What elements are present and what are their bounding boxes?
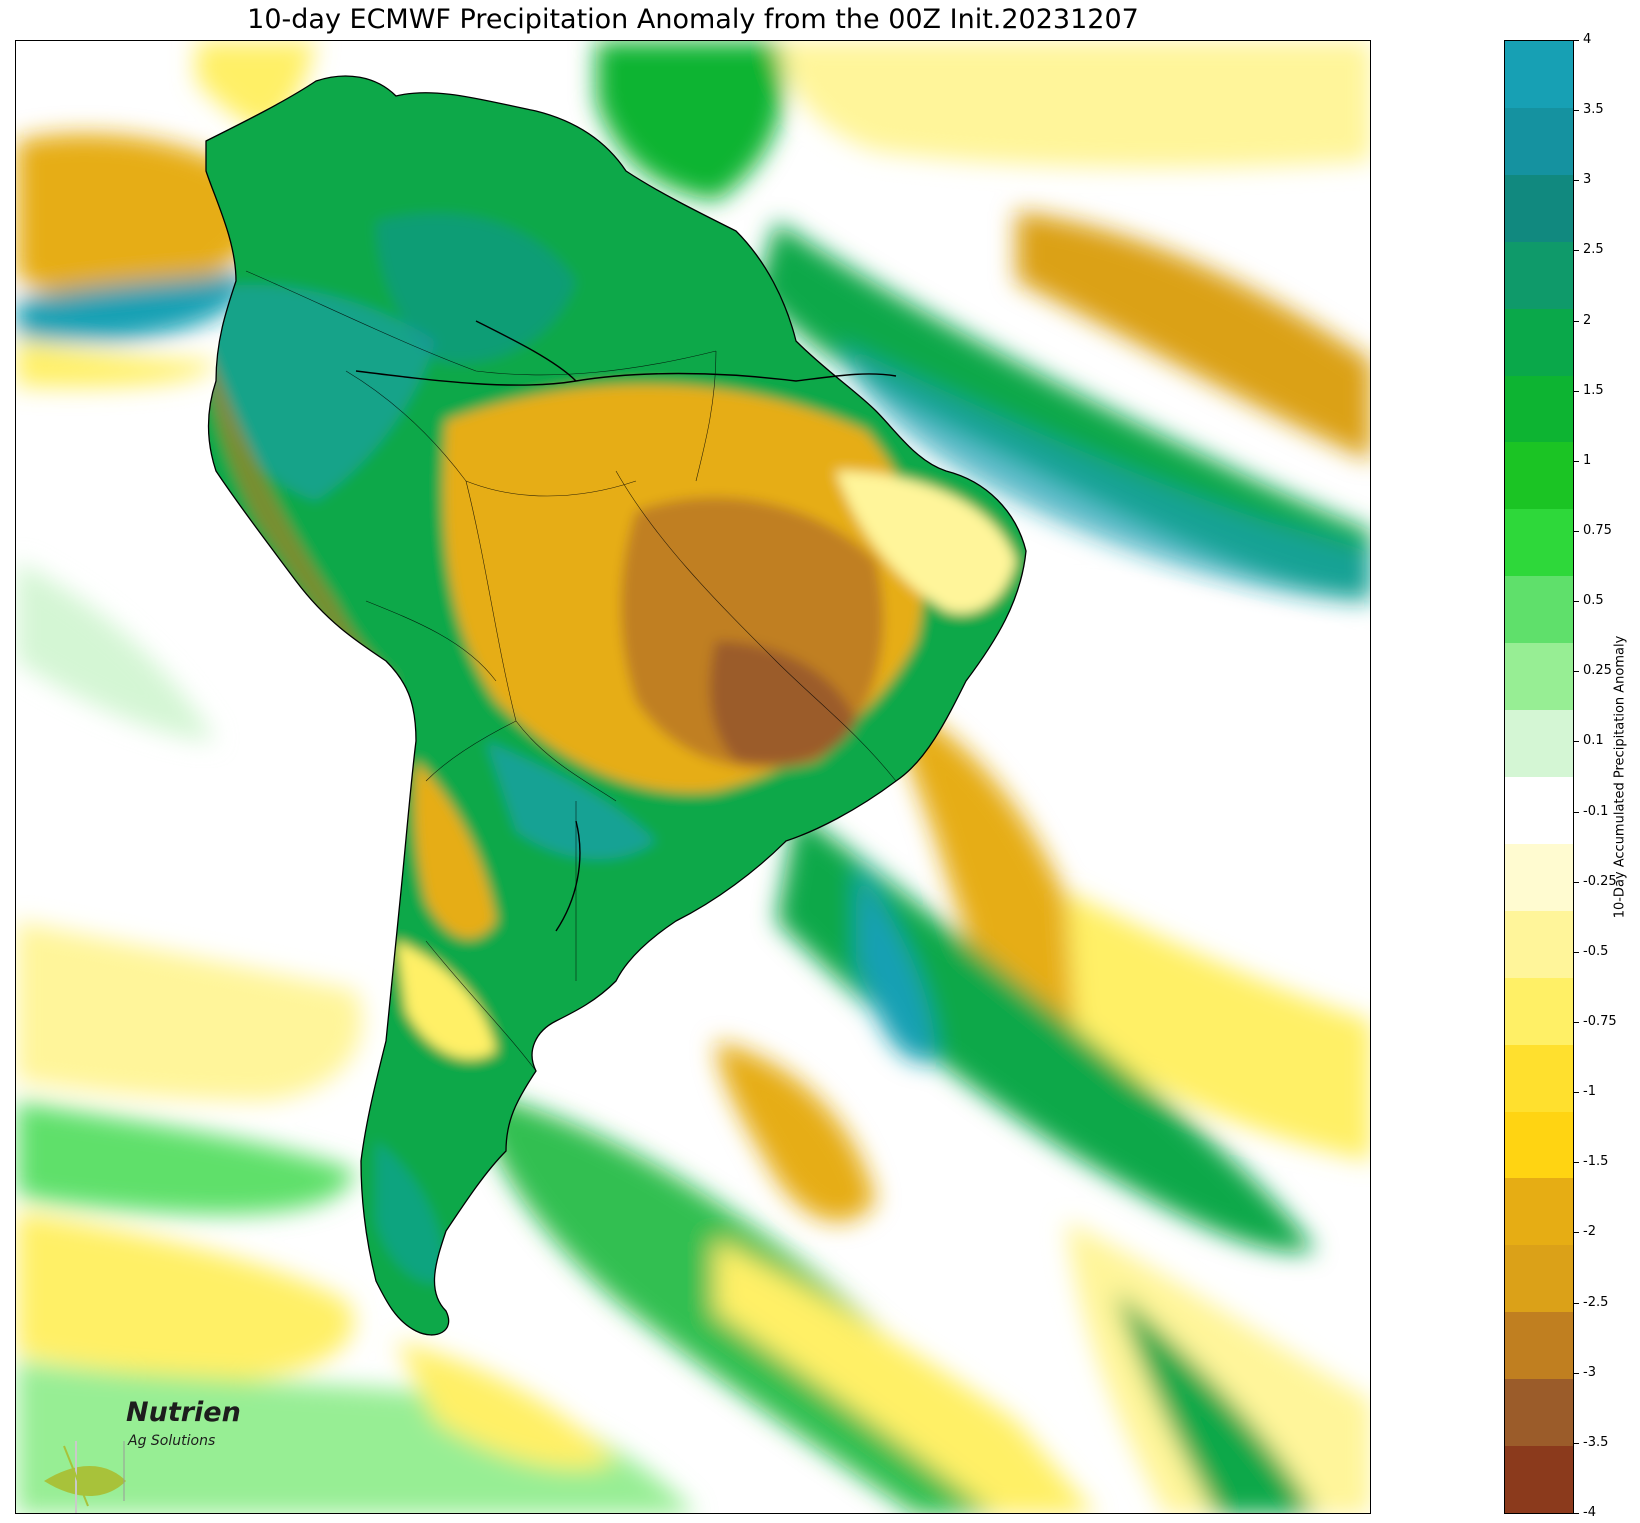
- colorbar-segment: [1505, 41, 1573, 108]
- colorbar-segment: [1505, 1446, 1573, 1513]
- colorbar-segment: [1505, 910, 1573, 978]
- colorbar-segment: [1505, 843, 1573, 911]
- colorbar-tick-label: 2.5: [1583, 242, 1604, 258]
- colorbar-segment: [1505, 241, 1573, 309]
- colorbar-segment: [1505, 1044, 1573, 1112]
- colorbar-tick-label: 0.1: [1583, 733, 1604, 749]
- colorbar-tick-label: -1.5: [1583, 1154, 1609, 1170]
- colorbar-tick-label: 2: [1583, 312, 1592, 328]
- colorbar-tick-label: 1: [1583, 452, 1592, 468]
- colorbar-tick-label: 3: [1583, 172, 1592, 188]
- colorbar-segment: [1505, 442, 1573, 510]
- colorbar-segment: [1505, 107, 1573, 175]
- colorbar-segment: [1505, 776, 1573, 844]
- colorbar-ticks: 4 3.5 3 2.5 2 1.5 1 0.75 0.5 0.25 0.1 -0.1 -0.25 -0.5…: [1574, 32, 1624, 1520]
- colorbar-segment: [1505, 1379, 1573, 1447]
- colorbar-tick-label: -0.75: [1583, 1014, 1617, 1029]
- colorbar-tick-label: 4: [1583, 32, 1592, 47]
- colorbar-segment: [1505, 576, 1573, 644]
- logo-subtitle: Ag Solutions: [128, 1433, 216, 1449]
- colorbar-segment: [1505, 1245, 1573, 1313]
- map-panel: [15, 40, 1371, 1514]
- colorbar-segment: [1505, 1178, 1573, 1246]
- nutrien-leaf-icon: [44, 1441, 126, 1513]
- colorbar-tick-label: -1: [1583, 1084, 1596, 1100]
- colorbar-tick-label: 0.75: [1583, 523, 1612, 538]
- logo-name: Nutrien: [126, 1397, 241, 1428]
- colorbar-tick-label: -2: [1583, 1224, 1596, 1240]
- colorbar-segment: [1505, 174, 1573, 242]
- nutrien-logo: Nutrien Ag Solutions: [22, 1385, 252, 1475]
- anomaly-map: [16, 41, 1370, 1513]
- colorbar: [1504, 40, 1574, 1514]
- colorbar-tick-label: 3.5: [1583, 102, 1604, 118]
- colorbar-tick-label: 0.5: [1583, 593, 1604, 609]
- colorbar-label: 10-Day Accumulated Precipitation Anomaly: [1612, 635, 1628, 919]
- colorbar-segment: [1505, 375, 1573, 443]
- colorbar-segment: [1505, 977, 1573, 1045]
- country-borders: [245, 270, 897, 1072]
- ocean-anomaly-fields: [16, 41, 1370, 1513]
- colorbar-tick-label: -3.5: [1583, 1434, 1609, 1450]
- river-lines: [355, 320, 897, 932]
- colorbar-segment: [1505, 509, 1573, 577]
- colorbar-tick-label: -2.5: [1583, 1294, 1609, 1310]
- colorbar-tick-label: -0.1: [1583, 803, 1609, 819]
- chart-title: 10-day ECMWF Precipitation Anomaly from …: [247, 4, 1139, 35]
- colorbar-tick-label: 1.5: [1583, 382, 1604, 398]
- colorbar-tick-label: 0.25: [1583, 663, 1612, 679]
- colorbar-tick-label: -0.25: [1583, 873, 1617, 889]
- colorbar-tick-label: -3: [1583, 1364, 1596, 1380]
- colorbar-segment: [1505, 308, 1573, 376]
- colorbar-segment: [1505, 1312, 1573, 1380]
- coastline: [205, 75, 1027, 1336]
- colorbar-segment: [1505, 1111, 1573, 1179]
- colorbar-tick-label: -4: [1583, 1505, 1596, 1520]
- colorbar-segment: [1505, 710, 1573, 777]
- colorbar-tick-label: -0.5: [1583, 943, 1609, 959]
- colorbar-segment: [1505, 643, 1573, 711]
